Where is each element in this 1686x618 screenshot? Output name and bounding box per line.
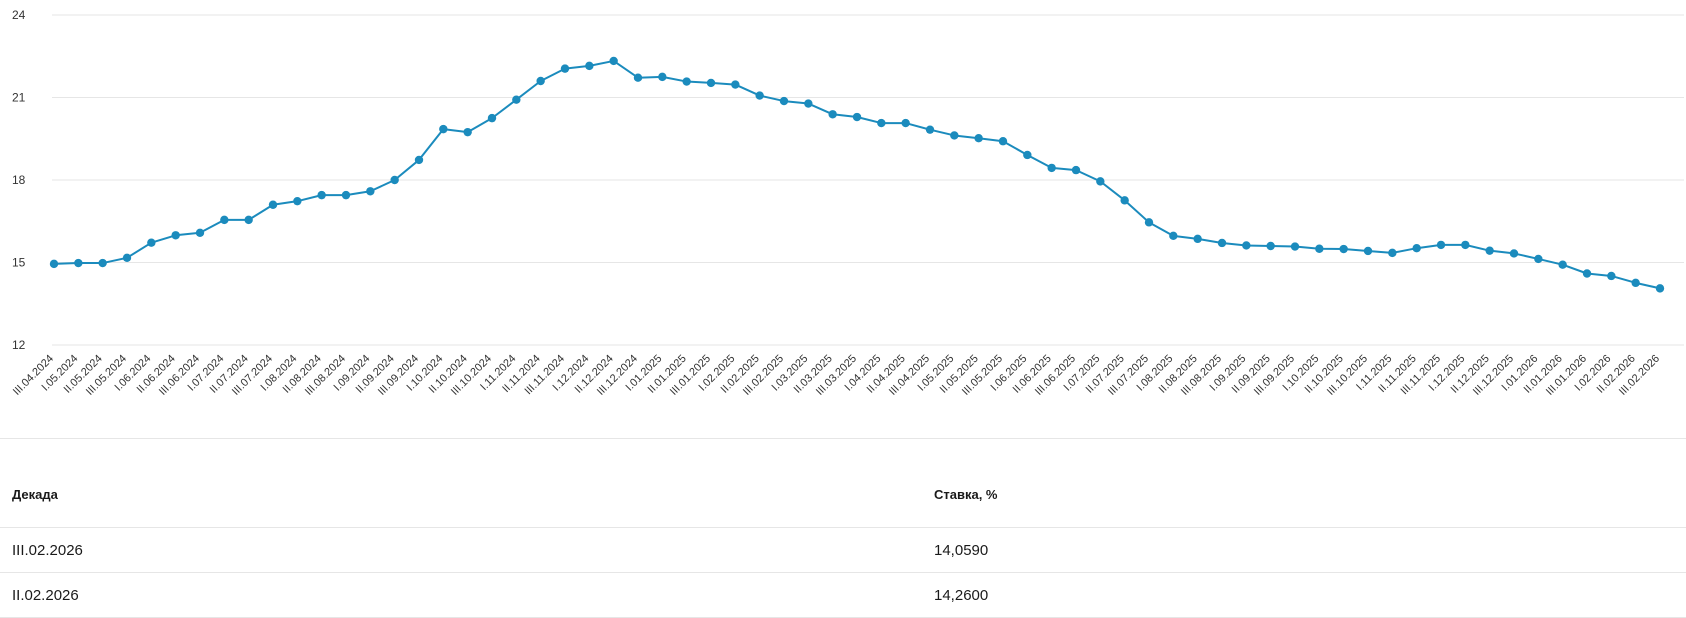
data-point (1023, 150, 1032, 160)
data-point (1120, 196, 1129, 205)
table-row: III.02.2026 14,0590 (0, 527, 1686, 573)
data-point (171, 231, 180, 240)
data-point (974, 134, 983, 143)
y-tick-label: 12 (12, 338, 26, 352)
line-chart-svg: 2421181512III.04.2024I.05.2024II.05.2024… (11, 8, 1684, 398)
cell-rate: 14,2600 (922, 572, 1686, 618)
data-point (925, 125, 935, 134)
rate-table-container: Декада Ставка, % III.02.2026 14,0590 II.… (0, 438, 1686, 618)
data-point (1582, 269, 1592, 278)
data-point (293, 196, 302, 206)
data-point (147, 238, 156, 247)
data-point (609, 56, 618, 66)
data-point (390, 175, 399, 185)
data-point (804, 99, 813, 108)
data-point (1509, 249, 1519, 258)
data-point (414, 155, 424, 165)
data-point (682, 77, 691, 86)
data-point (1655, 284, 1665, 293)
header-rate: Ставка, % (922, 439, 1686, 528)
data-point (1217, 238, 1227, 248)
data-point (779, 96, 789, 106)
data-point (1047, 163, 1056, 173)
data-point (317, 190, 326, 200)
header-decade: Декада (0, 439, 922, 528)
y-tick-label: 24 (12, 8, 26, 22)
data-point (487, 113, 497, 123)
data-point (1363, 246, 1373, 256)
data-point (536, 76, 545, 86)
data-point (901, 118, 910, 128)
data-point (560, 64, 570, 73)
series-line (53, 59, 1661, 290)
data-point (1631, 278, 1640, 288)
data-point (755, 91, 764, 100)
cell-decade: II.02.2026 (0, 572, 922, 618)
data-point (828, 110, 837, 119)
data-point (1436, 240, 1446, 250)
y-tick-label: 21 (12, 91, 26, 105)
data-point (512, 95, 521, 104)
data-point (852, 112, 862, 122)
data-point (122, 253, 132, 263)
table-row: II.02.2026 14,2600 (0, 572, 1686, 618)
data-point (195, 228, 205, 237)
data-point (658, 72, 667, 82)
data-point (220, 215, 229, 225)
data-point (1144, 218, 1154, 227)
y-tick-label: 15 (12, 256, 26, 270)
data-point (706, 78, 716, 88)
data-point (1096, 177, 1105, 186)
data-point (1485, 246, 1494, 255)
data-point (341, 190, 351, 200)
data-point (366, 187, 375, 196)
data-point (1412, 244, 1421, 253)
data-point (1558, 260, 1567, 269)
rate-table: Декада Ставка, % III.02.2026 14,0590 II.… (0, 439, 1686, 618)
data-point (1193, 234, 1202, 244)
data-point (1534, 254, 1543, 264)
data-point (463, 127, 472, 137)
data-point (1169, 231, 1178, 241)
y-tick-label: 18 (12, 173, 26, 187)
data-point (731, 80, 740, 89)
data-point (1290, 242, 1300, 251)
data-point (244, 215, 253, 225)
data-point (1339, 244, 1348, 254)
data-point (998, 137, 1008, 146)
cell-rate: 14,0590 (922, 527, 1686, 573)
data-point (74, 258, 83, 268)
data-point (98, 258, 107, 268)
data-point (1388, 248, 1397, 258)
data-point (1461, 240, 1470, 250)
table-header-row: Декада Ставка, % (0, 439, 1686, 528)
cell-decade: III.02.2026 (0, 527, 922, 573)
data-point (877, 118, 886, 128)
data-point (49, 259, 59, 269)
data-point (268, 200, 278, 209)
data-point (1071, 165, 1081, 175)
data-point (585, 61, 594, 71)
data-point (633, 73, 643, 82)
rate-chart: 24 21 18 15 12 III.04.2024 I.05.2024 II.05.2024… (11, 8, 1684, 398)
data-point (1242, 241, 1251, 250)
data-point (1266, 241, 1275, 251)
data-point (950, 131, 959, 140)
data-point (1607, 271, 1616, 281)
data-point (439, 124, 448, 134)
data-point (1315, 244, 1324, 253)
